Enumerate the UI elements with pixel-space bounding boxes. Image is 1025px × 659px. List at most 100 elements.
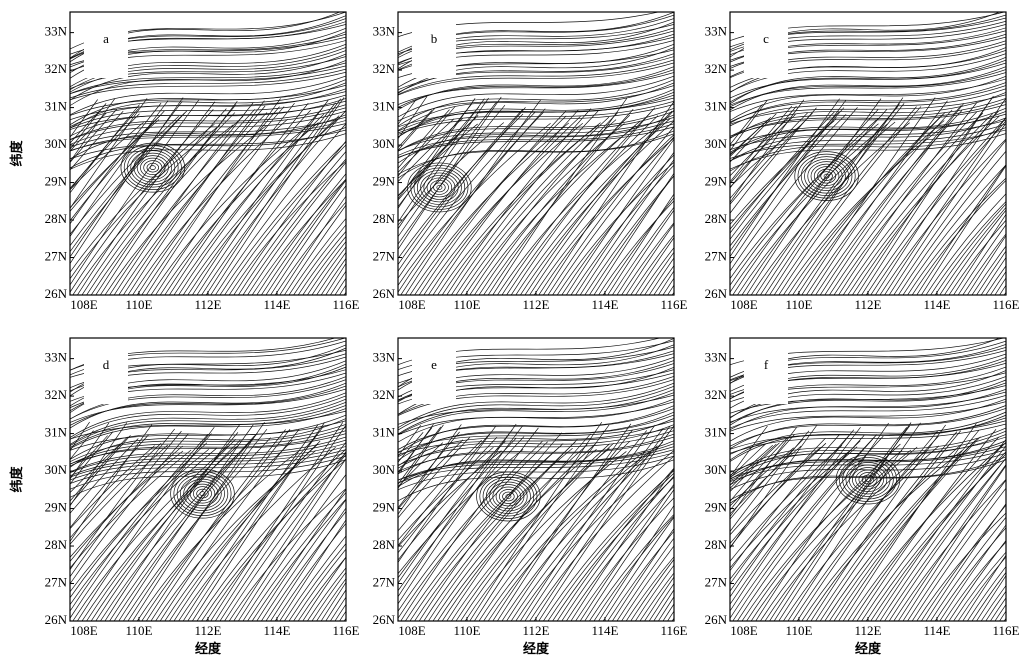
streamline bbox=[70, 410, 346, 440]
streamline bbox=[621, 545, 674, 621]
streamline bbox=[270, 185, 346, 295]
vortex bbox=[123, 145, 182, 190]
streamline bbox=[81, 108, 227, 295]
streamline bbox=[732, 434, 878, 621]
vortex bbox=[407, 162, 472, 213]
streamline bbox=[730, 107, 817, 214]
x-tick-label: 110E bbox=[786, 297, 813, 312]
y-tick-label: 27N bbox=[45, 575, 68, 590]
streamline bbox=[70, 382, 346, 429]
vortex bbox=[485, 479, 531, 514]
y-tick-label: 29N bbox=[373, 500, 396, 515]
streamline bbox=[730, 411, 1006, 461]
streamline bbox=[730, 394, 1006, 429]
streamline bbox=[730, 59, 1006, 103]
streamline bbox=[930, 201, 1006, 295]
y-tick-label: 30N bbox=[705, 462, 728, 477]
streamline bbox=[70, 449, 192, 569]
streamline bbox=[796, 430, 939, 621]
streamline bbox=[201, 458, 346, 621]
streamline bbox=[764, 451, 927, 621]
vortex bbox=[505, 494, 512, 499]
streamline bbox=[611, 206, 674, 295]
streamline bbox=[224, 453, 346, 621]
streamline bbox=[398, 426, 496, 563]
vortex bbox=[423, 175, 456, 200]
streamline bbox=[284, 535, 346, 621]
streamline bbox=[70, 91, 346, 121]
streamline bbox=[398, 420, 674, 453]
streamline bbox=[730, 423, 1006, 454]
y-tick-label: 32N bbox=[373, 61, 396, 76]
y-tick-label: 33N bbox=[45, 350, 68, 365]
vortex bbox=[180, 476, 225, 511]
streamline bbox=[730, 104, 763, 146]
streamline bbox=[398, 97, 674, 128]
streamline bbox=[127, 428, 268, 621]
streamline bbox=[70, 445, 346, 478]
x-tick-label: 110E bbox=[454, 297, 481, 312]
streamline bbox=[852, 110, 1000, 295]
streamline bbox=[398, 96, 502, 251]
streamline bbox=[552, 136, 674, 295]
streamline bbox=[815, 431, 958, 621]
streamline bbox=[579, 483, 674, 621]
streamline bbox=[432, 444, 588, 621]
panel-label: a bbox=[103, 31, 109, 46]
streamline bbox=[70, 112, 107, 152]
streamline bbox=[967, 566, 1006, 621]
y-tick-label: 27N bbox=[373, 249, 396, 264]
vortex bbox=[794, 151, 859, 201]
streamline bbox=[215, 123, 346, 295]
streamline bbox=[796, 112, 946, 295]
streamline bbox=[132, 118, 288, 295]
y-tick-label: 30N bbox=[45, 462, 68, 477]
vortex bbox=[495, 486, 522, 507]
streamline bbox=[109, 435, 256, 621]
y-tick-label: 29N bbox=[373, 174, 396, 189]
x-axis-label: 经度 bbox=[523, 641, 550, 656]
panel-label: d bbox=[103, 357, 110, 372]
vortex bbox=[865, 477, 871, 482]
x-tick-label: 114E bbox=[264, 623, 291, 638]
y-tick-label: 26N bbox=[705, 612, 728, 627]
streamline bbox=[205, 452, 346, 621]
vortex bbox=[476, 471, 541, 522]
streamline bbox=[501, 112, 651, 295]
streamline bbox=[70, 421, 90, 452]
vortex bbox=[852, 467, 884, 492]
streamline bbox=[730, 456, 1006, 504]
streamline bbox=[920, 165, 1006, 295]
vortex bbox=[413, 167, 466, 208]
streamline bbox=[233, 140, 346, 295]
vortex bbox=[133, 152, 172, 183]
streamline bbox=[621, 222, 674, 295]
streamline bbox=[957, 556, 1006, 621]
streamline bbox=[524, 110, 673, 295]
streamline bbox=[730, 118, 837, 230]
streamline bbox=[178, 107, 323, 295]
x-tick-label: 112E bbox=[855, 297, 882, 312]
y-tick-label: 30N bbox=[373, 462, 396, 477]
vortex bbox=[835, 454, 901, 505]
streamline bbox=[930, 516, 1006, 621]
streamline bbox=[233, 450, 346, 621]
vortex bbox=[848, 464, 888, 495]
streamline bbox=[990, 271, 1006, 295]
streamline bbox=[187, 115, 340, 295]
vortex bbox=[420, 172, 459, 203]
streamline bbox=[750, 449, 912, 621]
streamline bbox=[639, 247, 674, 295]
streamline bbox=[316, 251, 346, 295]
streamline bbox=[113, 102, 254, 295]
streamline bbox=[398, 388, 674, 435]
streamline bbox=[398, 98, 485, 223]
streamline bbox=[829, 111, 978, 295]
streamline bbox=[806, 444, 962, 621]
streamline bbox=[842, 423, 977, 621]
streamline bbox=[810, 424, 946, 621]
streamline bbox=[70, 404, 346, 449]
streamline bbox=[398, 47, 674, 94]
streamline bbox=[400, 427, 539, 621]
streamline bbox=[944, 541, 1006, 621]
